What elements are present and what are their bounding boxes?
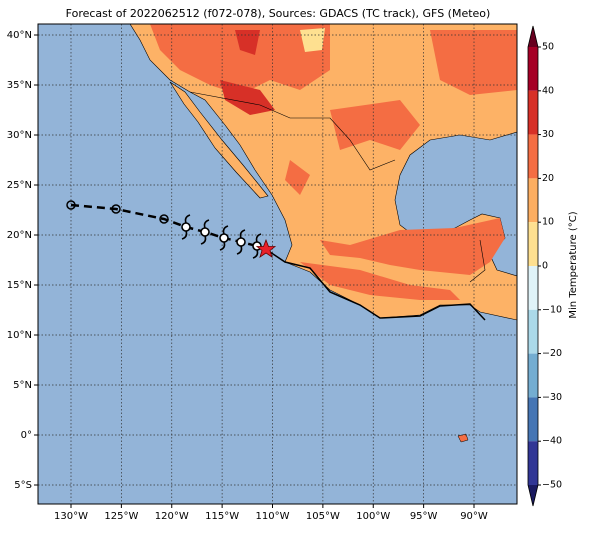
colorbar-tick-label: −20 (542, 348, 562, 359)
lon-label: 115°W (205, 511, 239, 522)
lon-label: 125°W (104, 511, 138, 522)
hot-region (220, 30, 275, 115)
colorbar-segment (528, 178, 538, 223)
lon-label: 110°W (256, 511, 290, 522)
colorbar-segment (528, 353, 538, 398)
galapagos (457, 433, 469, 443)
lat-label: 35°N (7, 80, 32, 91)
lat-label: 25°N (7, 180, 32, 191)
colorbar-extend-top (528, 26, 538, 47)
lon-label: 130°W (54, 511, 88, 522)
colorbar-segment (528, 266, 538, 310)
lat-label: 10°N (7, 330, 32, 341)
lon-label: 120°W (155, 511, 189, 522)
colorbar-segment (528, 397, 538, 442)
current-position (255, 238, 277, 258)
lat-label: 5°S (14, 480, 32, 491)
colorbar-segment (528, 134, 538, 179)
colorbar-tick-label: −30 (542, 392, 562, 403)
colorbar-tick-label: −10 (542, 304, 562, 315)
colorbar-tick-label: 0 (542, 261, 548, 272)
hurricane-symbols (181, 214, 262, 259)
baja-peninsula (169, 81, 269, 199)
cool-region (300, 28, 325, 52)
colorbar-tick-label: 50 (542, 42, 554, 53)
lat-label: 0° (21, 430, 32, 441)
forecast-cone-line (269, 251, 486, 321)
map-area (38, 24, 517, 504)
lat-label: 40°N (7, 30, 32, 41)
map-frame (37, 23, 518, 505)
colorbar-label: Min Temperature (°C) (568, 211, 579, 318)
lat-label: 15°N (7, 280, 32, 291)
track-points (66, 200, 169, 224)
colorbar-segment (528, 441, 538, 485)
colorbar-segment (528, 90, 538, 135)
colorbar-tick-label: −50 (542, 480, 562, 491)
colorbar-segment (528, 222, 538, 266)
lon-label: 105°W (306, 511, 340, 522)
colorbar-segment (528, 309, 538, 354)
colorbar-extend-bottom (528, 485, 538, 506)
lon-label: 95°W (410, 511, 438, 522)
lat-label: 20°N (7, 230, 32, 241)
colorbar-tick-label: 20 (542, 173, 554, 184)
colorbar-tick-label: 30 (542, 129, 554, 140)
colorbar-tick-label: −40 (542, 436, 562, 447)
colorbar-segment (528, 47, 538, 91)
border (189, 91, 486, 283)
colorbar-tick-label: 10 (542, 217, 554, 228)
lat-label: 5°N (13, 380, 32, 391)
title: Forecast of 2022062512 (f072-078), Sourc… (66, 7, 491, 20)
lat-label: 30°N (7, 130, 32, 141)
lon-label: 90°W (460, 511, 488, 522)
colorbar-tick-label: 40 (542, 85, 554, 96)
lon-label: 100°W (356, 511, 390, 522)
